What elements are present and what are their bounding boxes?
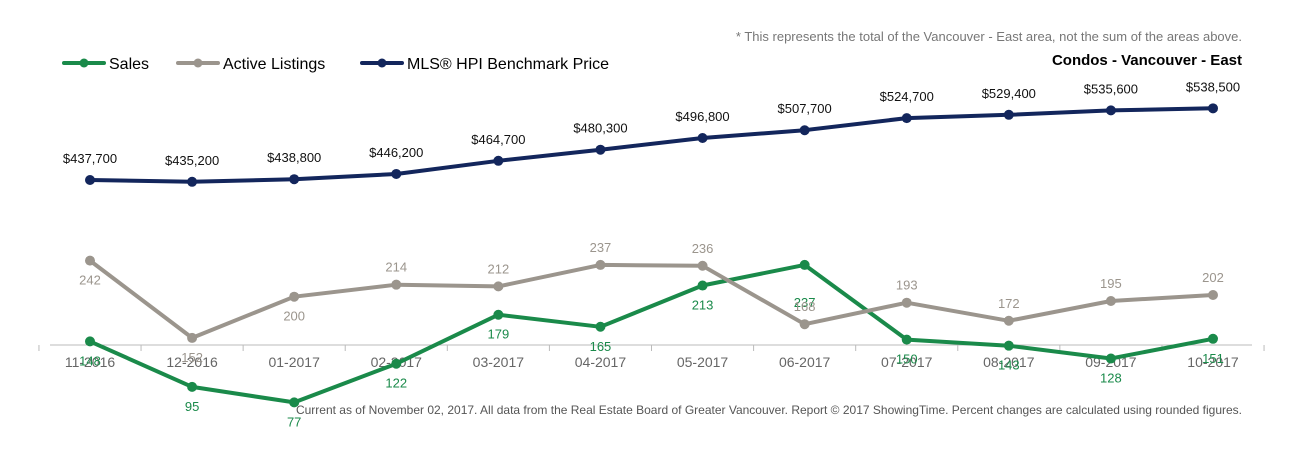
sales-data-label: 179 — [488, 327, 510, 342]
sales-point — [901, 334, 912, 345]
x-tick-label: 03-2017 — [473, 354, 525, 370]
active-listings-data-label: 236 — [692, 241, 714, 256]
hpi-benchmark-price-point — [493, 155, 504, 166]
active-listings-data-label: 168 — [794, 299, 816, 314]
sales-data-label: 150 — [896, 352, 918, 367]
x-tick-label: 01-2017 — [268, 354, 320, 370]
hpi-data-label: $538,500 — [1186, 79, 1240, 94]
x-tick-label: 08-2017 — [983, 354, 1035, 370]
active-listings-data-label: 172 — [998, 296, 1020, 311]
hpi-data-label: $438,800 — [267, 150, 321, 165]
hpi-benchmark-price-point — [697, 132, 708, 143]
x-tick-label: 07-2017 — [881, 354, 933, 370]
hpi-benchmark-price-point — [799, 125, 810, 136]
legend-label: Active Listings — [223, 56, 325, 73]
hpi-data-label: $524,700 — [880, 89, 934, 104]
active-listings-point — [85, 255, 95, 266]
sales-point — [1105, 353, 1116, 364]
active-listings-point — [799, 319, 810, 330]
sales-data-label: 151 — [1202, 351, 1224, 366]
hpi-data-label: $529,400 — [982, 86, 1036, 101]
hpi-benchmark-price-point — [1208, 103, 1218, 114]
sales-point — [595, 321, 606, 332]
active-listings-data-label: 193 — [896, 278, 918, 293]
hpi-benchmark-price-point — [901, 113, 912, 124]
x-tick-label: 11-2016 — [65, 354, 116, 370]
hpi-data-label: $507,700 — [778, 101, 832, 116]
legend-marker — [193, 58, 203, 68]
hpi-benchmark-price-point — [289, 174, 300, 185]
active-listings-point — [1208, 289, 1218, 300]
sales-data-label: 77 — [287, 414, 301, 429]
chart-footnote: * This represents the total of the Vanco… — [735, 29, 1242, 44]
active-listings-data-label: 237 — [590, 240, 612, 255]
sales-line — [88, 262, 1215, 405]
active-listings-point — [595, 259, 606, 270]
active-listings-point — [1003, 315, 1014, 326]
hpi-benchmark-price-point — [1105, 105, 1116, 116]
sales-point — [799, 259, 810, 270]
active-listings-line — [88, 258, 1215, 340]
x-tick-label: 06-2017 — [779, 354, 831, 370]
sales-point — [1003, 340, 1014, 351]
active-listings-point — [493, 281, 504, 292]
active-listings-data-label: 242 — [79, 273, 101, 288]
sales-point — [697, 280, 708, 291]
hpi-benchmark-price-point — [85, 175, 95, 185]
active-listings-point — [391, 279, 402, 290]
active-listings-point — [1105, 295, 1116, 306]
hpi-benchmark-price-point — [595, 144, 606, 155]
sales-data-label: 122 — [385, 376, 407, 391]
hpi-benchmark-price-line — [88, 106, 1215, 184]
active-listings-point — [901, 297, 912, 308]
x-tick-label: 10-2017 — [1187, 354, 1239, 370]
hpi-data-label: $535,600 — [1084, 81, 1138, 96]
chart-source-footer: Current as of November 02, 2017. All dat… — [295, 403, 1242, 417]
hpi-benchmark-price-point — [391, 168, 402, 179]
chart-title: Condos - Vancouver - East — [1051, 52, 1242, 69]
hpi-data-label: $464,700 — [471, 132, 525, 147]
legend-marker — [79, 58, 89, 68]
active-listings-point — [187, 332, 198, 343]
sales-point — [391, 358, 402, 369]
active-listings-point — [697, 260, 708, 271]
sales-data-label: 148 — [79, 353, 101, 368]
active-listings-data-label: 200 — [283, 309, 305, 324]
active-listings-point — [289, 291, 300, 302]
hpi-data-label: $435,200 — [165, 153, 219, 168]
series-layer — [85, 103, 1218, 408]
sales-data-label: 128 — [1100, 371, 1122, 386]
sales-data-label: 237 — [794, 295, 816, 310]
hpi-data-label: $446,200 — [369, 145, 423, 160]
sales-point — [187, 381, 198, 392]
hpi-data-label: $437,700 — [63, 151, 117, 166]
hpi-benchmark-price-point — [187, 176, 198, 187]
sales-data-label: 165 — [590, 339, 612, 354]
x-tick-label: 12-2016 — [166, 354, 218, 370]
x-axis: 11-201612-201601-201702-201703-201704-20… — [38, 344, 1265, 370]
sales-point — [289, 397, 300, 408]
legend-label: Sales — [109, 56, 149, 73]
active-listings-data-label: 195 — [1100, 276, 1122, 291]
active-listings-data-label: 202 — [1202, 270, 1224, 285]
hpi-data-label: $480,300 — [573, 121, 627, 136]
sales-point — [85, 336, 95, 347]
data-labels: 148 95 77 122 179 165 213 237 150 143 128 151 242 152… — [63, 79, 1240, 429]
legend-marker — [377, 58, 387, 68]
hpi-data-label: $496,800 — [675, 109, 729, 124]
sales-point — [493, 309, 504, 320]
sales-data-label: 213 — [692, 298, 714, 313]
chart-legend: Sales Active Listings MLS® HPI Benchmark P… — [62, 56, 609, 73]
sales-point — [1208, 333, 1218, 344]
legend-label: MLS® HPI Benchmark Price — [407, 56, 609, 73]
active-listings-data-label: 212 — [488, 261, 510, 276]
sales-data-label: 143 — [998, 358, 1020, 373]
active-listings-data-label: 152 — [181, 350, 203, 365]
active-listings-data-label: 214 — [385, 260, 407, 275]
x-tick-label: 04-2017 — [575, 354, 627, 370]
sales-data-label: 95 — [185, 399, 199, 414]
hpi-benchmark-price-point — [1003, 109, 1014, 120]
x-tick-label: 05-2017 — [677, 354, 729, 370]
